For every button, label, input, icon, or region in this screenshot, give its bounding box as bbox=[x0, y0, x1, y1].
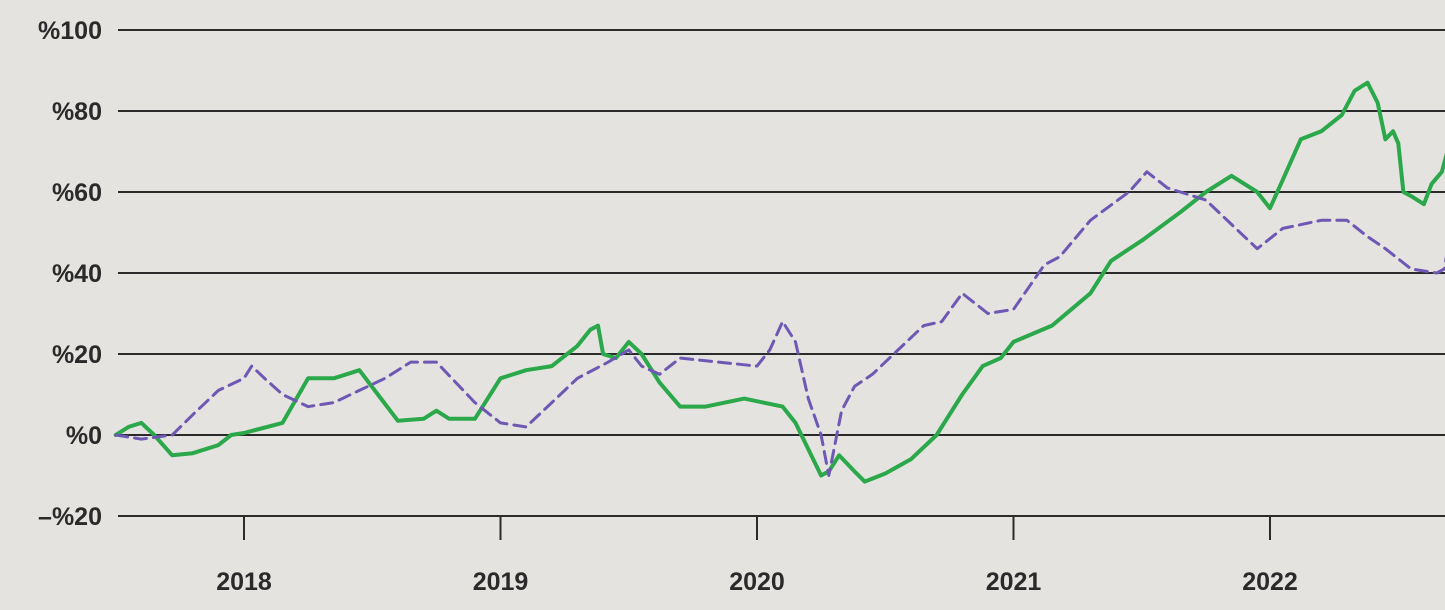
x-tick-label: 2019 bbox=[473, 568, 529, 596]
x-axis-ticks: 2018 2019 2020 2021 2022 bbox=[216, 516, 1298, 596]
y-tick-label: %80 bbox=[52, 98, 102, 126]
series-lines bbox=[113, 80, 1445, 484]
y-tick-label: %40 bbox=[52, 260, 102, 288]
x-tick-label: 2018 bbox=[216, 568, 272, 596]
y-tick-label: %60 bbox=[52, 179, 102, 207]
y-axis-tick-labels: %100 %80 %60 %40 %20 %0 –%20 bbox=[38, 17, 102, 531]
x-tick-label: 2020 bbox=[729, 568, 785, 596]
y-tick-label: %0 bbox=[66, 422, 102, 450]
x-tick-label: 2022 bbox=[1242, 568, 1298, 596]
x-tick-label: 2021 bbox=[986, 568, 1042, 596]
y-tick-label: –%20 bbox=[38, 503, 102, 531]
y-tick-label: %100 bbox=[38, 17, 102, 45]
grid-lines bbox=[118, 29, 1445, 517]
y-tick-label: %20 bbox=[52, 341, 102, 369]
dashed-series-line bbox=[114, 170, 1445, 477]
